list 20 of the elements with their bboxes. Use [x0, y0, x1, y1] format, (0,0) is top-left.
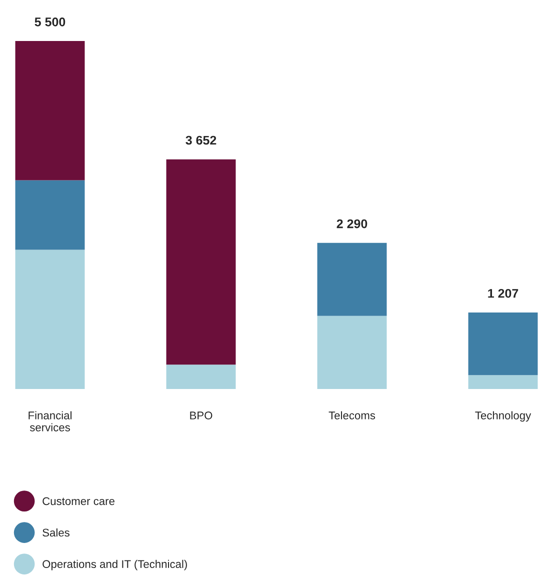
annotation: 1 207 [488, 288, 518, 298]
legend-label: Sales [42, 528, 70, 537]
bar [317, 242, 387, 316]
bar [166, 159, 236, 365]
legend-label: Operations and IT (Technical) [42, 560, 187, 570]
bar [166, 364, 236, 389]
bar [15, 250, 85, 389]
bar [15, 41, 85, 180]
bar [468, 375, 538, 389]
bar [317, 316, 387, 389]
bar [468, 312, 538, 376]
x-tick-label: Telecoms [328, 411, 376, 420]
annotation: 3 652 [186, 136, 216, 145]
x-tick-label: BPO [190, 412, 212, 420]
annotation: 2 290 [336, 219, 368, 228]
x-tick-label: Technology [475, 411, 532, 422]
annotation: 5 500 [34, 18, 66, 26]
legend-label: Customer care [42, 497, 114, 506]
x-tick-label: Financial services [28, 411, 72, 432]
bar [15, 180, 85, 250]
